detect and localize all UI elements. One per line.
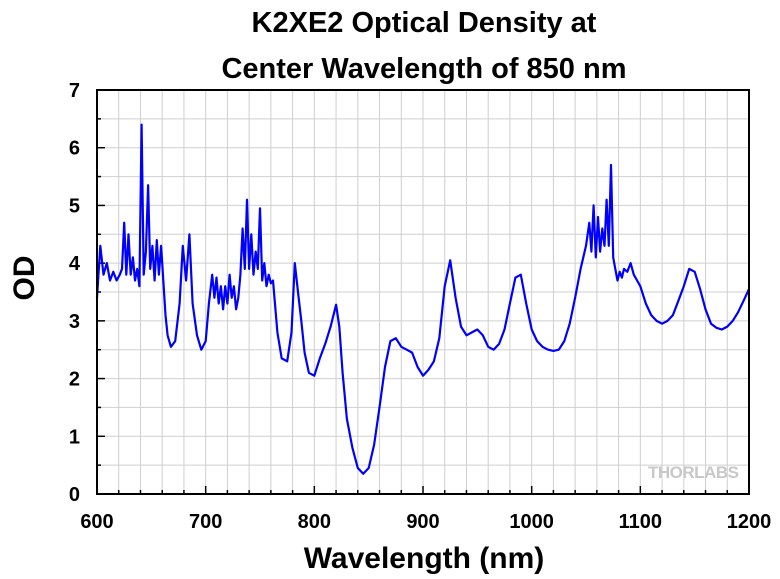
x-axis-title: Wavelength (nm) [304,542,545,575]
tick-labels: 600 700 800 900 1000 1100 1200 0 1 2 3 4 5 6 7 [69,80,771,533]
x-tick-label: 700 [189,511,222,533]
x-tick-label: 1100 [619,511,662,533]
y-axis-title: OD [8,256,41,301]
plot-frame [96,89,750,495]
chart-title-line-2: Center Wavelength of 850 nm [221,53,626,85]
chart-title-line-1: K2XE2 Optical Density at [252,7,597,39]
y-tick-label: 6 [69,138,80,160]
x-tick-label: 600 [80,511,113,533]
y-tick-label: 2 [69,369,80,391]
y-tick-label: 7 [69,80,80,102]
x-tick-label: 1000 [509,511,554,533]
y-tick-label: 5 [69,195,80,217]
x-tick-label: 900 [406,511,439,533]
thorlabs-watermark: THORLABS [648,463,739,482]
y-tick-label: 1 [69,426,80,448]
y-tick-label: 3 [69,311,80,333]
x-tick-label: 1200 [727,511,772,533]
grid-lines [97,90,749,494]
y-tick-label: 4 [69,253,81,275]
od-series-line [95,123,750,475]
y-tick-label: 0 [69,484,80,506]
x-tick-label: 800 [298,511,331,533]
